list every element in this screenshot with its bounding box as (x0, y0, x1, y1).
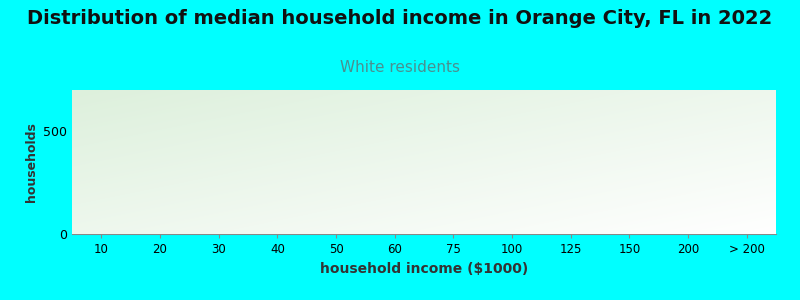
Bar (720, 112, 774, 234)
Bar (133, 164, 187, 234)
Bar (368, 198, 422, 234)
Bar (544, 148, 598, 234)
Bar (309, 154, 363, 234)
Bar (485, 132, 539, 234)
Text: White residents: White residents (340, 60, 460, 75)
Bar (192, 109, 246, 234)
Bar (661, 174, 715, 234)
Bar (602, 179, 656, 234)
Bar (250, 133, 304, 234)
Y-axis label: households: households (25, 122, 38, 202)
Text: Distribution of median household income in Orange City, FL in 2022: Distribution of median household income … (27, 9, 773, 28)
Bar (74, 182, 128, 234)
X-axis label: household income ($1000): household income ($1000) (320, 262, 528, 276)
Text: City-Data.com: City-Data.com (675, 97, 755, 107)
Bar (426, 150, 480, 234)
